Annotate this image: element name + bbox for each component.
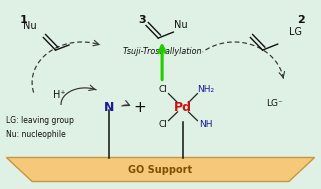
Text: Cl: Cl — [159, 120, 168, 129]
Polygon shape — [6, 157, 315, 181]
Text: N: N — [104, 101, 114, 114]
Text: Nu: Nu — [23, 21, 36, 31]
Text: NH₂: NH₂ — [197, 85, 215, 94]
Text: H⁺: H⁺ — [53, 90, 66, 99]
Text: GO Support: GO Support — [128, 165, 193, 175]
Text: +: + — [133, 100, 146, 115]
Text: LG: LG — [290, 27, 302, 37]
Text: 1: 1 — [19, 15, 27, 25]
Text: NH: NH — [199, 120, 213, 129]
Text: LG: leaving group: LG: leaving group — [6, 116, 74, 125]
Text: Pd: Pd — [174, 101, 192, 114]
Text: Nu: nucleophile: Nu: nucleophile — [6, 130, 65, 139]
Text: Nu: Nu — [174, 20, 187, 30]
Text: 3: 3 — [138, 15, 146, 25]
Text: 2: 2 — [297, 15, 305, 25]
Text: Tsuji-Trost allylation: Tsuji-Trost allylation — [123, 46, 201, 56]
Text: Cl: Cl — [159, 85, 168, 94]
Text: LG⁻: LG⁻ — [266, 99, 283, 108]
